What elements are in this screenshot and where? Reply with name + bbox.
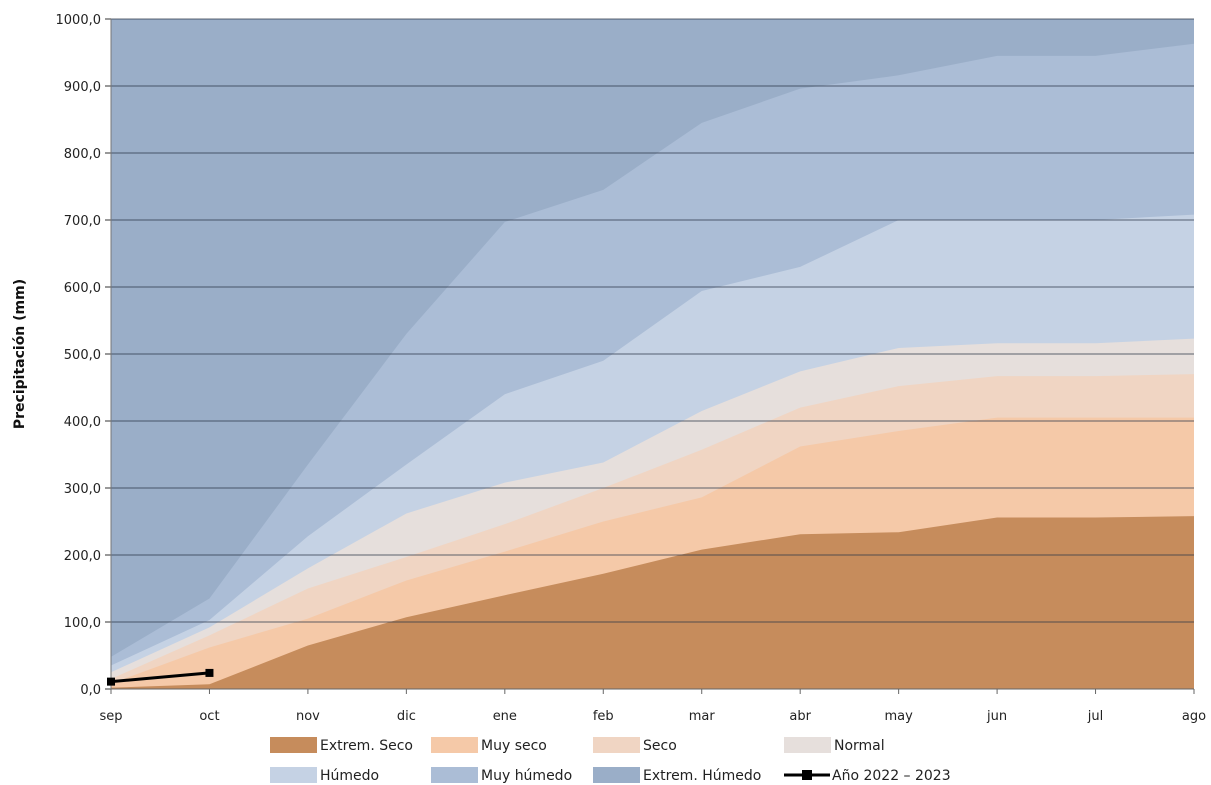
year-line-series — [107, 668, 214, 686]
axes — [110, 19, 1194, 690]
year-line-point — [107, 677, 115, 686]
legend-swatch-muy-humedo — [431, 767, 478, 783]
gridlines — [105, 18, 1194, 690]
legend-label-extrem-seco: Extrem. Seco — [320, 738, 413, 754]
x-tick-label-ene: ene — [493, 709, 517, 724]
x-tick-labels: sep oct nov dic ene feb mar abr may jun jul ago — [99, 689, 1206, 724]
y-tick-label: 700,0 — [64, 214, 101, 229]
y-tick-label: 800,0 — [64, 147, 101, 162]
legend-swatch-normal — [784, 737, 831, 753]
legend-swatch-humedo — [270, 767, 317, 783]
x-tick-label-nov: nov — [296, 709, 320, 724]
area-extrem-seco — [111, 516, 1194, 689]
legend-label-humedo: Húmedo — [320, 768, 379, 784]
legend: Extrem. Seco Muy seco Seco Normal Húmedo Muy … — [270, 737, 951, 784]
x-tick-label-ago: ago — [1182, 709, 1206, 724]
y-tick-label: 600,0 — [64, 281, 101, 296]
y-tick-labels: 0,0 100,0 200,0 300,0 400,0 500,0 600,0 700,0 80… — [56, 13, 102, 698]
legend-label-extrem-humedo: Extrem. Húmedo — [643, 768, 761, 784]
x-tick-label-sep: sep — [99, 709, 122, 724]
y-axis-label: Precipitación (mm) — [12, 279, 28, 429]
legend-swatch-extrem-seco — [270, 737, 317, 753]
legend-label-muy-seco: Muy seco — [481, 738, 547, 754]
year-line — [110, 671, 210, 684]
x-tick-label-dic: dic — [397, 709, 416, 724]
legend-label-year-line: Año 2022 – 2023 — [832, 768, 951, 784]
y-tick-label: 1000,0 — [56, 13, 102, 28]
legend-marker-year-line — [802, 770, 812, 780]
year-line-point — [205, 668, 214, 677]
y-tick-label: 0,0 — [80, 683, 101, 698]
legend-swatch-seco — [593, 737, 640, 753]
y-tick-label: 900,0 — [64, 80, 101, 95]
legend-swatch-extrem-humedo — [593, 767, 640, 783]
x-tick-label-feb: feb — [593, 709, 614, 724]
legend-label-seco: Seco — [643, 738, 677, 754]
x-tick-label-oct: oct — [199, 709, 219, 724]
x-tick-label-jun: jun — [986, 709, 1007, 724]
x-tick-label-mar: mar — [689, 709, 716, 724]
legend-swatch-muy-seco — [431, 737, 478, 753]
legend-label-normal: Normal — [834, 738, 885, 754]
y-tick-label: 300,0 — [64, 482, 101, 497]
area-layers — [111, 19, 1194, 690]
x-tick-label-jul: jul — [1087, 709, 1103, 724]
y-tick-label: 500,0 — [64, 348, 101, 363]
y-tick-label: 200,0 — [64, 549, 101, 564]
legend-label-muy-humedo: Muy húmedo — [481, 768, 572, 784]
y-tick-label: 100,0 — [64, 616, 101, 631]
y-tick-label: 400,0 — [64, 415, 101, 430]
x-tick-label-abr: abr — [789, 709, 811, 724]
x-tick-label-may: may — [884, 709, 913, 724]
